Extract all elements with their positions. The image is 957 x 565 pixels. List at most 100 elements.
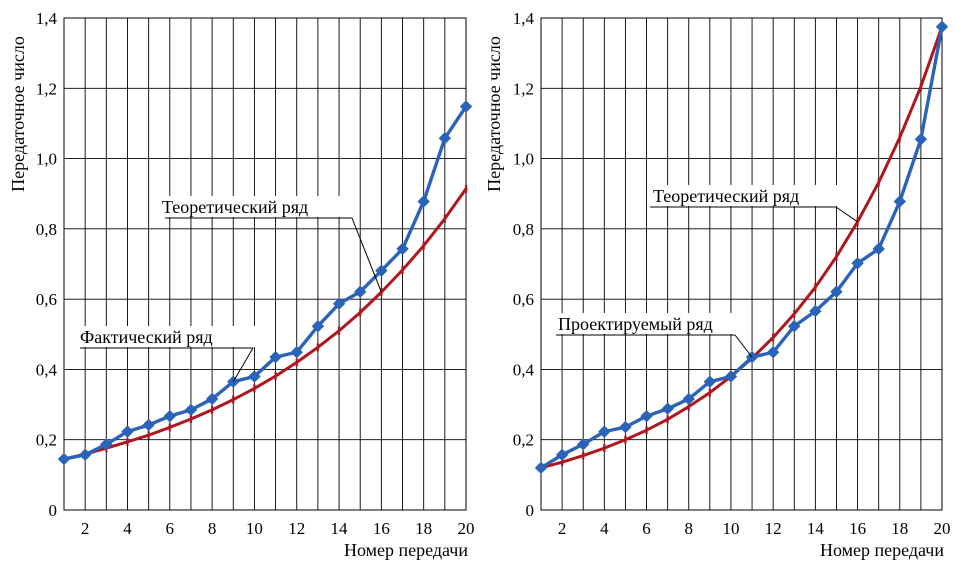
x-tick-label: 12 [765,519,782,538]
series-line [62,187,468,461]
data-point-marker [788,319,801,333]
data-point-marker [577,438,590,451]
x-tick-label: 4 [600,519,609,538]
x-tick-label: 18 [891,519,908,538]
data-point-marker [396,242,409,256]
annotation-leader-line [835,206,858,223]
x-tick-label: 18 [415,519,432,538]
data-point-marker [766,346,780,359]
series-2 [534,20,949,475]
data-point-marker [914,133,928,146]
data-point-marker [290,346,303,359]
data-point-marker [619,420,632,434]
x-tick-label: 16 [849,519,866,538]
data-point-marker [534,461,548,475]
x-tick-label: 10 [722,519,739,538]
series-1 [62,184,468,464]
annotation-background [160,196,354,217]
data-point-marker [809,304,822,318]
data-point-marker [142,418,155,432]
y-tick-label: 1,2 [513,79,534,98]
data-point-marker [438,131,452,145]
x-tick-label: 6 [642,519,651,538]
data-point-marker [184,403,198,417]
data-point-marker [311,319,325,333]
x-tick-label: 20 [458,519,475,538]
y-tick-label: 0 [526,501,535,520]
annotation-text: Теоретический ряд [653,186,799,206]
x-tick-label: 14 [331,519,349,538]
x-axis-label: Номер передачи [820,540,944,560]
data-point-marker [163,409,176,423]
annotation-background [556,313,737,334]
data-point-marker [121,425,134,438]
y-axis-label: Передаточное число [8,36,28,192]
y-tick-label: 0,2 [36,431,57,450]
data-point-marker [598,425,611,438]
x-tick-label: 12 [288,519,305,538]
data-point-marker [332,297,346,310]
data-point-marker [269,350,282,364]
data-point-marker [872,242,885,256]
plot-area [63,17,467,511]
data-point-marker [703,375,717,388]
x-axis-label: Номер передачи [344,540,468,560]
x-tick-label: 8 [684,519,693,538]
series-2 [57,100,473,466]
data-point-marker [830,285,843,298]
annotation-leader-line [232,347,254,382]
data-point-marker [724,370,738,383]
data-point-marker [375,264,388,277]
data-point-marker [248,370,261,383]
plot-area [540,17,943,511]
x-tick-label: 10 [246,519,263,538]
data-point-marker [935,20,949,33]
annotation-2: Проектируемый ряд [556,313,753,358]
annotation-background [651,185,838,206]
data-point-marker [459,100,473,113]
data-point-marker [78,448,92,462]
x-tick-label: 20 [934,519,951,538]
data-point-marker [661,402,674,415]
annotation-1: Теоретический ряд [160,196,382,293]
data-point-marker [100,438,113,451]
annotation-2: Фактический ряд [78,326,255,382]
x-tick-label: 6 [166,519,175,538]
y-tick-label: 1,0 [36,150,57,169]
y-tick-label: 0,8 [513,220,534,239]
data-point-marker [640,409,653,423]
chart-1: 0 0,2 0,4 0,6 0,8 1,0 1,2 1,4 2 4 6 8 10 12 14 16 18 20 Но… [8,9,475,560]
y-tick-label: 0,4 [36,360,58,379]
annotation-background [78,326,255,347]
annotation-text: Фактический ряд [80,327,213,347]
data-point-marker [851,257,864,270]
x-tick-label: 2 [558,519,567,538]
y-axis-label: Передаточное число [484,36,504,192]
data-point-marker [354,285,367,298]
annotation-leader-line [734,334,753,358]
y-tick-label: 1,2 [36,79,57,98]
data-point-marker [682,392,695,406]
chart-2: 0 0,2 0,4 0,6 0,8 1,0 1,2 1,4 2 4 6 8 10 12 14 16 18 20 Но… [484,9,951,560]
y-tick-label: 0,2 [513,431,534,450]
x-tick-label: 16 [373,519,390,538]
annotation-text: Теоретический ряд [162,197,308,217]
data-point-marker [57,452,71,466]
annotation-text: Проектируемый ряд [558,314,713,334]
y-tick-label: 0,8 [36,220,57,239]
y-tick-label: 1,0 [513,150,534,169]
data-point-marker [555,448,569,462]
y-tick-label: 0,6 [36,290,57,309]
x-tick-label: 2 [81,519,90,538]
x-tick-label: 4 [123,519,132,538]
x-tick-label: 8 [208,519,217,538]
data-point-marker [893,195,906,208]
y-tick-label: 1,4 [513,9,535,28]
y-tick-label: 0 [49,501,58,520]
data-point-marker [417,195,430,208]
data-point-marker [205,392,219,406]
x-tick-label: 14 [807,519,825,538]
y-tick-label: 0,6 [513,290,534,309]
annotation-1: Теоретический ряд [650,185,858,223]
